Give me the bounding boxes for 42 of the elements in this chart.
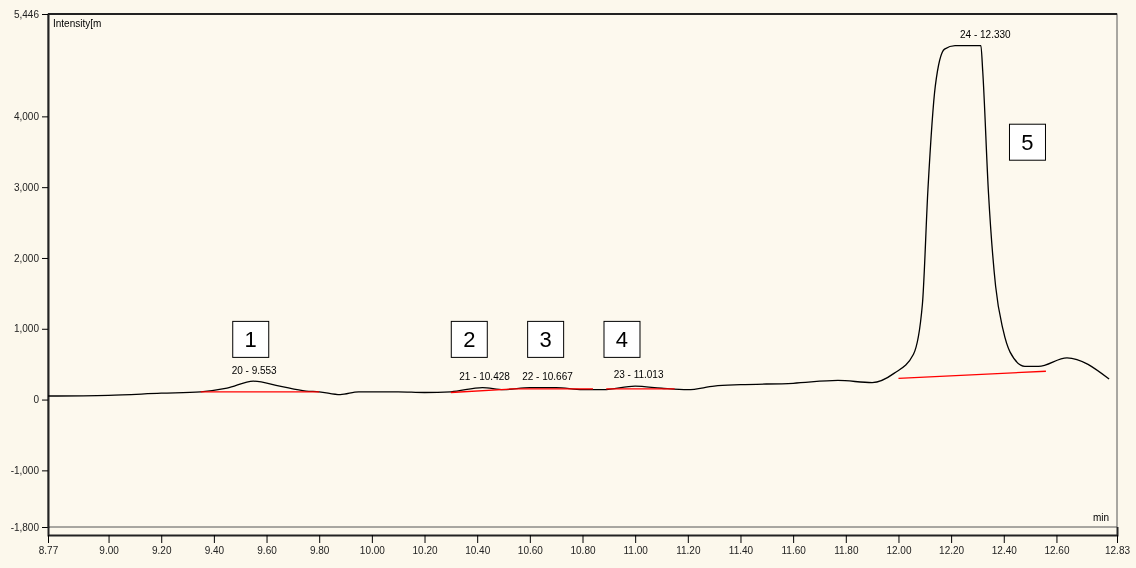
y-tick-label: 3,000 — [13, 181, 40, 193]
x-tick-label: 11.80 — [834, 545, 859, 557]
y-tick-label: 0 — [33, 394, 40, 406]
x-axis-title: min — [1092, 512, 1109, 523]
line-series — [47, 44, 1110, 397]
x-tick-label: 10.20 — [412, 545, 438, 557]
annotation: 22 - 10.667 — [522, 370, 574, 382]
y-tick-label: -1,800 — [10, 521, 40, 533]
x-tick-label: 8.77 — [38, 545, 59, 557]
x-tick-label: 9.00 — [99, 545, 120, 557]
y-tick-label: -1,000 — [10, 465, 40, 477]
y-tick-label: 5,446 — [13, 8, 40, 20]
x-tick-label: 10.60 — [517, 545, 544, 557]
y-tick-label: 1,000 — [13, 323, 40, 335]
annotation: 2 — [463, 327, 476, 353]
x-tick-label: 11.40 — [728, 545, 754, 557]
x-tick-label: 10.00 — [359, 545, 386, 557]
x-tick-label: 9.40 — [204, 545, 225, 557]
x-tick-label: 12.40 — [991, 545, 1018, 557]
annotation: 3 — [539, 327, 552, 353]
annotation: 1 — [244, 327, 257, 353]
x-tick-label: 12.83 — [1104, 545, 1131, 557]
x-tick-label: 11.60 — [781, 545, 807, 557]
x-tick-label: 10.80 — [570, 545, 596, 557]
x-tick-label: 11.00 — [623, 545, 649, 557]
y-tick-label: 2,000 — [13, 252, 40, 264]
x-tick-label: 9.80 — [309, 545, 330, 557]
x-tick-label: 12.20 — [939, 545, 965, 557]
y-axis-title: Intensity[m — [53, 18, 102, 29]
annotation: 21 - 10.428 — [459, 370, 511, 382]
annotation: 5 — [1021, 130, 1034, 156]
x-tick-label: 12.00 — [886, 545, 912, 557]
x-tick-label: 11.20 — [676, 545, 701, 557]
x-tick-label: 12.60 — [1044, 545, 1070, 557]
annotation: 4 — [615, 327, 629, 353]
annotation: 20 - 9.553 — [231, 364, 278, 376]
x-tick-label: 9.60 — [257, 545, 278, 557]
annotation: 23 - 11.013 — [613, 369, 664, 381]
x-tick-label: 10.40 — [465, 545, 491, 557]
y-tick-label: 4,000 — [13, 111, 40, 123]
x-tick-label: 9.20 — [151, 545, 172, 557]
annotation: 24 - 12.330 — [960, 28, 1012, 40]
